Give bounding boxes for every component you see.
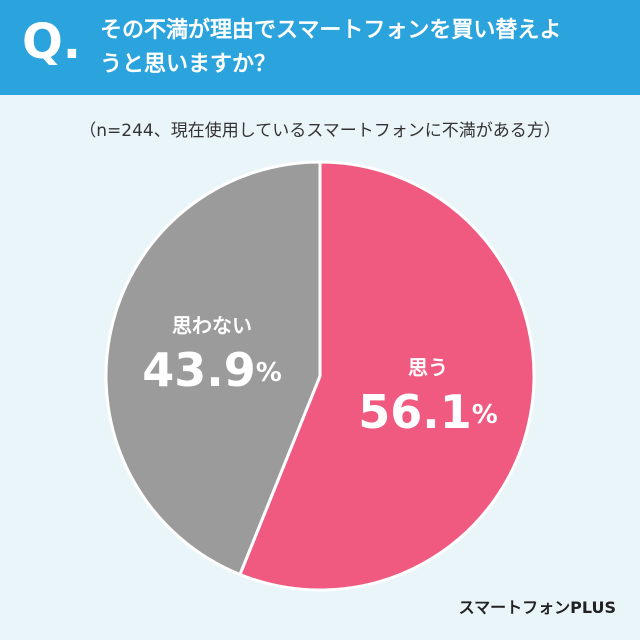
value-label: 43.9% [142,343,282,397]
source-logo: スマートフォンPLUS [458,598,616,617]
pie-slice [238,160,536,592]
chart-title: その不満が理由でスマートフォンを買い替えようと思いますか？ [100,18,562,77]
header: Q. その不満が理由でスマートフォンを買い替えようと思いますか？ [0,0,640,95]
slice-label: 思う [408,355,448,379]
slice-label: 思わない [172,314,252,338]
question-label: Q. [22,14,82,70]
pie-slice [104,160,322,577]
value-label: 56.1% [358,384,498,438]
subtitle: （n=244、現在使用しているスマートフォンに不満がある方） [79,121,561,141]
